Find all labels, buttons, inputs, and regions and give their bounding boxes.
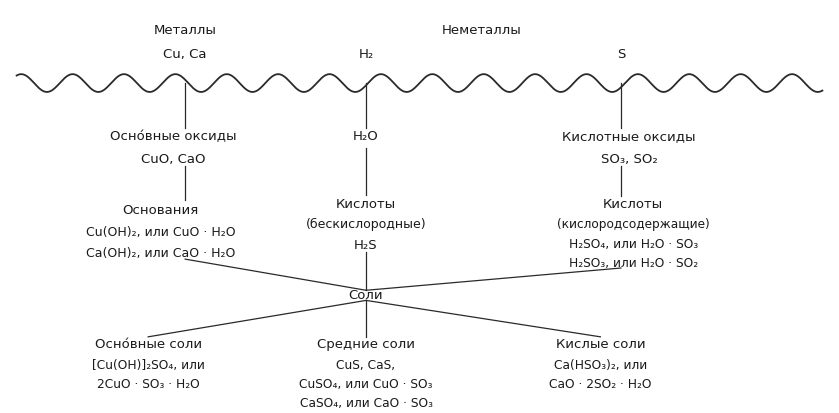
- Text: Металлы: Металлы: [154, 24, 216, 37]
- Text: Осно́вные оксиды: Осно́вные оксиды: [110, 131, 236, 143]
- Text: Cu(OH)₂, или CuO · H₂O: Cu(OH)₂, или CuO · H₂O: [86, 226, 235, 239]
- Text: Неметаллы: Неметаллы: [441, 24, 521, 37]
- Text: Соли: Соли: [349, 289, 383, 302]
- Text: Кислоты: Кислоты: [603, 198, 664, 211]
- Text: (кислородсодержащие): (кислородсодержащие): [557, 218, 710, 231]
- Text: Осно́вные соли: Осно́вные соли: [95, 338, 201, 351]
- Text: [Cu(OH)]₂SO₄, или: [Cu(OH)]₂SO₄, или: [91, 358, 205, 372]
- Text: CaSO₄, или CaO · SO₃: CaSO₄, или CaO · SO₃: [300, 397, 433, 410]
- Text: H₂SO₄, или H₂O · SO₃: H₂SO₄, или H₂O · SO₃: [569, 238, 698, 252]
- Text: CaO · 2SO₂ · H₂O: CaO · 2SO₂ · H₂O: [550, 378, 652, 391]
- Text: H₂: H₂: [358, 48, 373, 61]
- Text: (бескислородные): (бескислородные): [305, 218, 426, 231]
- Text: Кислоты: Кислоты: [336, 198, 396, 211]
- Text: CuO, CaO: CuO, CaO: [141, 154, 205, 166]
- Text: Основания: Основания: [122, 204, 199, 217]
- Text: Ca(OH)₂, или CaO · H₂O: Ca(OH)₂, или CaO · H₂O: [86, 247, 235, 260]
- Text: H₂S: H₂S: [354, 239, 378, 252]
- Text: Cu, Ca: Cu, Ca: [164, 48, 207, 61]
- Text: Средние соли: Средние соли: [317, 338, 415, 351]
- Text: Кислотные оксиды: Кислотные оксиды: [562, 131, 696, 143]
- Text: SO₃, SO₂: SO₃, SO₂: [601, 154, 658, 166]
- Text: 2CuO · SO₃ · H₂O: 2CuO · SO₃ · H₂O: [96, 378, 200, 391]
- Text: H₂O: H₂O: [353, 131, 379, 143]
- Text: Ca(HSO₃)₂, или: Ca(HSO₃)₂, или: [554, 358, 647, 372]
- Text: Кислые соли: Кислые соли: [555, 338, 645, 351]
- Text: H₂SO₃, или H₂O · SO₂: H₂SO₃, или H₂O · SO₂: [569, 257, 698, 271]
- Text: CuSO₄, или CuO · SO₃: CuSO₄, или CuO · SO₃: [300, 378, 433, 391]
- Text: CuS, CaS,: CuS, CaS,: [336, 358, 396, 372]
- Text: S: S: [617, 48, 625, 61]
